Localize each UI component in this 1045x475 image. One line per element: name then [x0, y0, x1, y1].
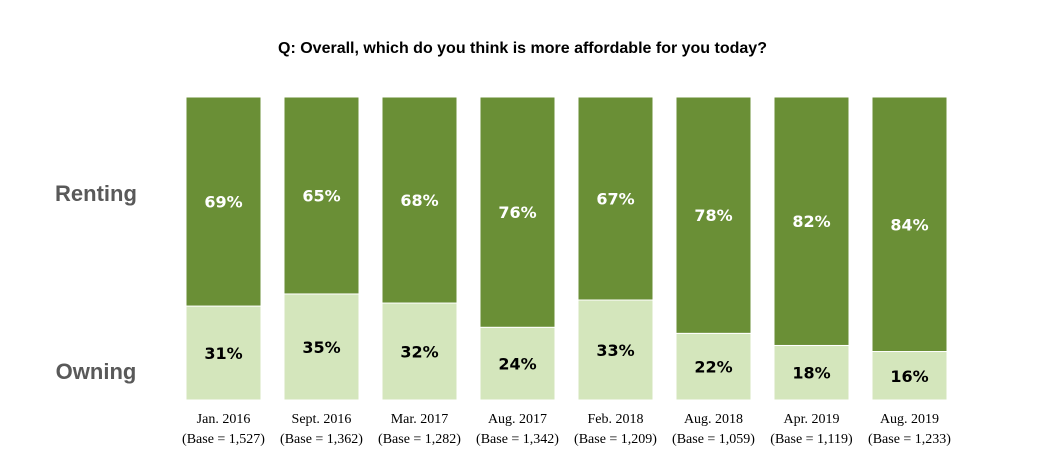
- bar-owning-apr-2019: [773, 344, 850, 401]
- data-label-renting-apr-2019: 82%: [792, 212, 830, 231]
- bar-renting-jan-2016: [185, 96, 262, 307]
- bar-renting-mar-2017: [381, 96, 458, 304]
- data-label-renting-sept-2016: 65%: [302, 186, 340, 205]
- category-label-aug-2017: Aug. 2017: [488, 412, 547, 427]
- data-label-owning-feb-2018: 33%: [596, 341, 634, 360]
- series-label-owning: Owning: [55, 359, 137, 384]
- data-label-owning-jan-2016: 31%: [204, 344, 242, 363]
- category-base-aug-2019: (Base = 1,233): [868, 432, 951, 447]
- data-label-renting-aug-2018: 78%: [694, 206, 732, 225]
- bar-owning-aug-2019: [871, 351, 948, 401]
- category-base-mar-2017: (Base = 1,282): [378, 432, 461, 447]
- data-label-renting-jan-2016: 69%: [204, 193, 242, 212]
- bar-owning-sept-2016: [283, 293, 360, 401]
- bar-owning-aug-2018: [675, 332, 752, 401]
- bar-renting-apr-2019: [773, 96, 850, 346]
- data-label-renting-aug-2017: 76%: [498, 203, 536, 222]
- data-label-owning-aug-2017: 24%: [498, 355, 536, 374]
- bar-renting-aug-2018: [675, 96, 752, 334]
- category-base-sept-2016: (Base = 1,362): [280, 432, 363, 447]
- data-label-owning-mar-2017: 32%: [400, 343, 438, 362]
- bar-owning-jan-2016: [185, 305, 262, 401]
- bar-renting-aug-2017: [479, 96, 556, 328]
- category-label-aug-2018: Aug. 2018: [684, 412, 743, 427]
- category-base-jan-2016: (Base = 1,527): [182, 432, 265, 447]
- category-label-apr-2019: Apr. 2019: [784, 412, 840, 427]
- category-label-feb-2018: Feb. 2018: [588, 412, 644, 427]
- category-label-sept-2016: Sept. 2016: [292, 412, 352, 427]
- data-label-owning-apr-2019: 18%: [792, 364, 830, 383]
- data-label-owning-aug-2019: 16%: [890, 367, 928, 386]
- bar-owning-feb-2018: [577, 299, 654, 401]
- category-base-aug-2018: (Base = 1,059): [672, 432, 755, 447]
- data-label-renting-feb-2018: 67%: [596, 190, 634, 209]
- bar-renting-feb-2018: [577, 96, 654, 301]
- category-base-apr-2019: (Base = 1,119): [770, 432, 853, 447]
- category-label-aug-2019: Aug. 2019: [880, 412, 939, 427]
- bar-owning-aug-2017: [479, 326, 556, 401]
- chart-title: Q: Overall, which do you think is more a…: [278, 40, 767, 57]
- series-label-renting: Renting: [55, 181, 137, 206]
- category-base-feb-2018: (Base = 1,209): [574, 432, 657, 447]
- category-label-jan-2016: Jan. 2016: [197, 412, 251, 427]
- data-label-owning-aug-2018: 22%: [694, 358, 732, 377]
- data-label-renting-mar-2017: 68%: [400, 191, 438, 210]
- category-base-aug-2017: (Base = 1,342): [476, 432, 559, 447]
- category-label-mar-2017: Mar. 2017: [391, 412, 449, 427]
- bar-renting-aug-2019: [871, 96, 948, 353]
- data-label-owning-sept-2016: 35%: [302, 338, 340, 357]
- bar-renting-sept-2016: [283, 96, 360, 295]
- data-label-renting-aug-2019: 84%: [890, 215, 928, 234]
